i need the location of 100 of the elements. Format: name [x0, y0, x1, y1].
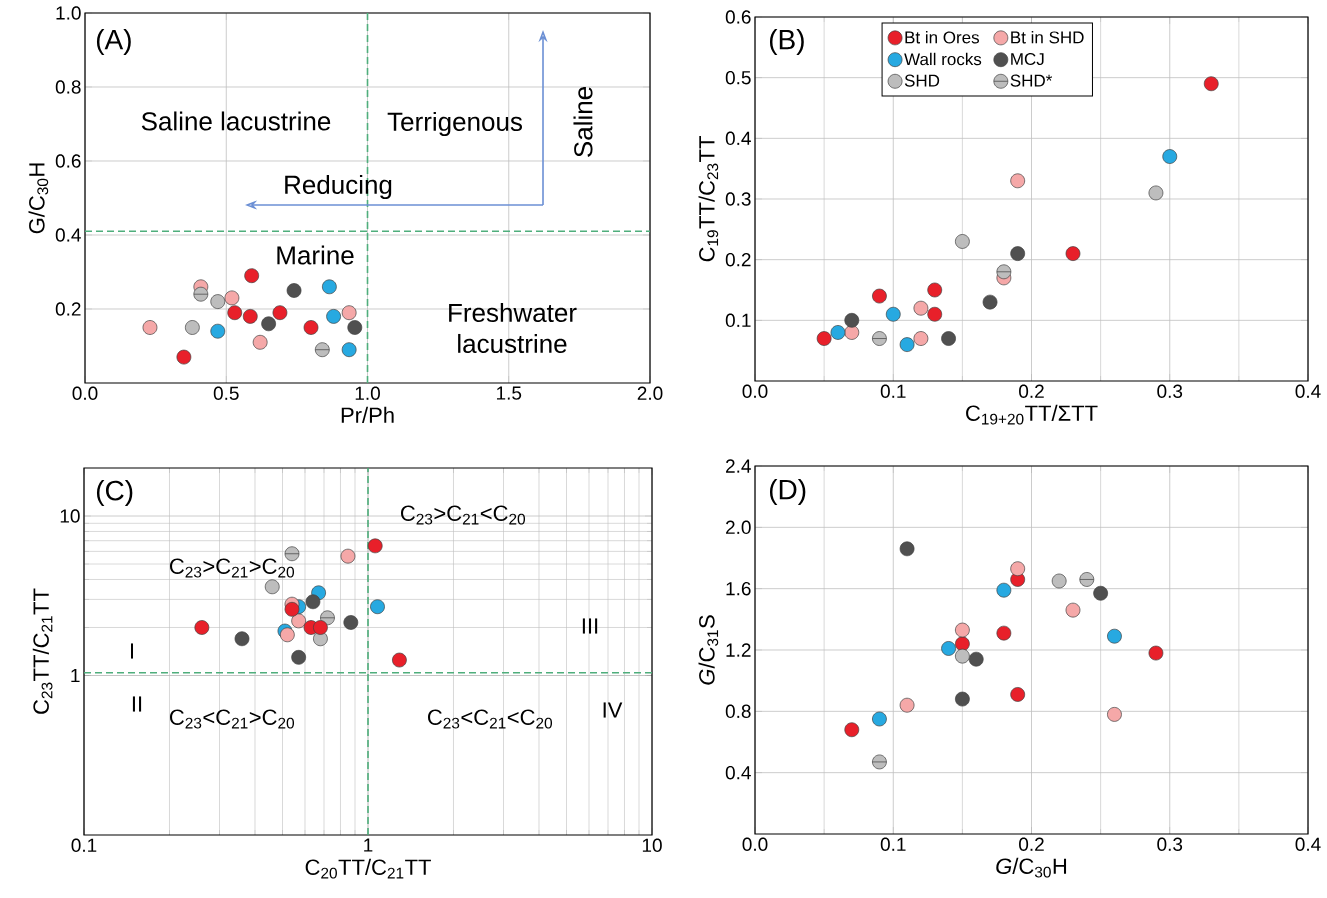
y-tick-label: 1.0	[56, 6, 81, 20]
point	[1065, 602, 1081, 618]
legend-label: SHD	[904, 74, 940, 87]
annotation: Saline lacustrine	[141, 111, 331, 131]
x-tick-label: 0.1	[71, 838, 97, 852]
x-tick-label: 0.2	[1019, 384, 1044, 398]
annotation: (D)	[769, 478, 806, 506]
point	[1051, 573, 1067, 589]
point	[347, 320, 363, 335]
x-tick-label: 0.1	[880, 837, 906, 851]
annotation: Saline	[573, 87, 593, 157]
point	[872, 288, 887, 304]
point	[913, 331, 929, 346]
annotation: Freshwater lacustrine	[449, 302, 577, 354]
x-tick-label: 10	[642, 838, 662, 852]
legend-label: Bt in SHD	[1011, 30, 1084, 44]
point	[816, 331, 832, 346]
point	[955, 622, 970, 638]
point	[1010, 173, 1026, 189]
point	[996, 264, 1012, 280]
point	[314, 342, 330, 358]
annotation: IV	[603, 702, 623, 718]
point	[955, 636, 970, 652]
point	[941, 641, 956, 656]
point	[982, 294, 998, 310]
point	[955, 691, 970, 707]
point	[830, 325, 846, 340]
y-tick-label: 0.5	[725, 70, 751, 85]
x-tick-label: 0.2	[1019, 837, 1044, 851]
point	[286, 283, 302, 298]
annotation: (A)	[96, 28, 131, 56]
point	[927, 306, 943, 322]
point	[341, 305, 357, 321]
point	[252, 334, 268, 350]
point	[872, 711, 887, 727]
point	[1148, 185, 1164, 201]
point	[872, 331, 887, 346]
point	[1010, 561, 1026, 577]
point	[326, 309, 341, 324]
point	[224, 290, 240, 306]
y-axis-title: G/C$_{31}$S	[698, 615, 719, 685]
annotation: C$_{23}$>C$_{21}$<C$_{20}$	[401, 505, 526, 525]
point	[1107, 707, 1122, 722]
point	[142, 320, 158, 335]
x-tick-label: 1	[364, 838, 373, 852]
y-axis-title: C$_{19}$TT/C$_{23}$TT	[698, 136, 719, 262]
point	[1162, 149, 1178, 164]
y-tick-label: 0.3	[725, 192, 751, 206]
x-tick-label: 0.0	[742, 384, 768, 398]
x-tick-label: 0.5	[213, 386, 239, 400]
point	[1093, 585, 1108, 601]
point	[341, 342, 357, 358]
y-tick-label: 2.0	[726, 520, 751, 535]
point	[227, 305, 243, 321]
y-tick-label: 0.8	[725, 704, 751, 719]
x-tick-label: 0.1	[880, 384, 906, 398]
point	[1148, 645, 1164, 661]
y-tick-label: 2.4	[726, 459, 751, 473]
point	[210, 323, 226, 339]
point	[1010, 246, 1026, 261]
point	[193, 286, 209, 302]
x-tick-label: 2.0	[637, 386, 663, 400]
x-tick-label: 0.3	[1157, 837, 1183, 851]
annotation: Marine	[277, 245, 354, 265]
y-tick-label: 0.4	[725, 765, 751, 780]
point	[210, 294, 226, 309]
point	[242, 309, 258, 324]
y-tick-label: 1.6	[726, 581, 751, 596]
annotation: C$_{23}$<C$_{21}$>C$_{20}$	[170, 709, 295, 729]
legend-label: Wall rocks	[904, 52, 982, 66]
y-tick-label: 0.4	[725, 131, 751, 146]
annotation: (C)	[96, 479, 133, 507]
y-tick-label: 1	[71, 668, 80, 683]
point	[1107, 628, 1122, 644]
point	[244, 268, 260, 284]
point	[322, 279, 337, 295]
y-tick-label: 0.6	[55, 154, 81, 168]
point	[899, 337, 915, 352]
annotation: Terrigenous	[387, 111, 522, 137]
point	[1079, 572, 1095, 587]
x-axis-title: C$_{19+20}$TT/ΣTT	[966, 404, 1098, 425]
point	[844, 312, 860, 328]
y-axis-title: C$_{23}$TT/C$_{21}$TT	[32, 588, 53, 714]
y-tick-label: 10	[60, 509, 80, 523]
point	[1010, 687, 1026, 702]
point	[176, 349, 192, 365]
x-tick-label: 1.0	[355, 386, 380, 400]
y-tick-label: 0.2	[725, 252, 751, 267]
point	[968, 651, 984, 667]
annotation: Reducing	[285, 174, 392, 200]
y-tick-label: 1.2	[726, 643, 751, 657]
point	[899, 697, 915, 713]
legend-label: MCJ	[1011, 53, 1044, 66]
x-axis-title: Pr/Ph	[341, 406, 394, 424]
annotation: III	[582, 618, 598, 634]
point	[261, 316, 276, 332]
point	[913, 300, 929, 316]
annotation: I	[130, 643, 134, 659]
legend-label: Bt in Ores	[905, 30, 980, 44]
annotation: C$_{23}$<C$_{21}$<C$_{20}$	[428, 709, 553, 729]
